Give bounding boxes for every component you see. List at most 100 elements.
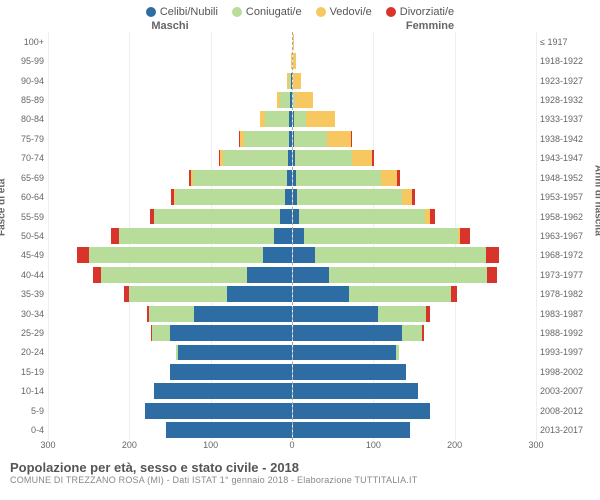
bar-segment: [293, 228, 304, 244]
bar-segment: [287, 170, 292, 186]
bar-segment: [223, 150, 288, 166]
legend-label: Celibi/Nubili: [160, 6, 218, 18]
bar-segment: [372, 150, 374, 166]
x-axis: 3002001000100200300: [0, 440, 600, 454]
bar-row: [48, 401, 292, 420]
birth-year-label: 1958-1962: [540, 212, 592, 222]
bar-segment: [288, 150, 291, 166]
bar-segment: [274, 228, 292, 244]
bar-row: [48, 304, 292, 323]
section-titles: Maschi Femmine: [0, 20, 600, 32]
bar-segment: [293, 286, 350, 302]
bar-segment: [265, 111, 289, 127]
bar-segment: [193, 170, 286, 186]
bar-segment: [451, 286, 457, 302]
bar-row: [48, 207, 292, 226]
birth-year-label: 2008-2012: [540, 406, 592, 416]
bar-segment: [291, 53, 292, 69]
bar-segment: [293, 325, 403, 341]
bar-row: [293, 284, 537, 303]
bar-row: [293, 420, 537, 439]
bar-segment: [145, 403, 291, 419]
legend-swatch: [146, 7, 156, 17]
bar-row: [293, 32, 537, 51]
bar-segment: [154, 209, 280, 225]
bar-segment: [294, 131, 326, 147]
age-band-label: 60-64: [8, 192, 44, 202]
bar-row: [48, 382, 292, 401]
bar-row: [293, 129, 537, 148]
bar-segment: [89, 247, 264, 263]
bar-segment: [293, 73, 301, 89]
bar-segment: [426, 306, 429, 322]
birth-year-label: 1923-1927: [540, 76, 592, 86]
bar-segment: [306, 111, 334, 127]
bar-segment: [293, 306, 378, 322]
birth-year-label: 1918-1922: [540, 56, 592, 66]
bar-segment: [293, 383, 419, 399]
bar-row: [48, 187, 292, 206]
age-band-label: 25-29: [8, 328, 44, 338]
bar-segment: [352, 150, 372, 166]
bar-row: [293, 226, 537, 245]
bar-segment: [280, 92, 290, 108]
bar-row: [48, 149, 292, 168]
age-band-label: 20-24: [8, 347, 44, 357]
bar-segment: [77, 247, 88, 263]
bar-row: [48, 246, 292, 265]
bar-segment: [129, 286, 226, 302]
age-band-label: 70-74: [8, 153, 44, 163]
bar-row: [293, 304, 537, 323]
bar-segment: [487, 267, 497, 283]
birth-year-label: 1948-1952: [540, 173, 592, 183]
bar-segment: [327, 131, 351, 147]
legend-item: Vedovi/e: [316, 6, 372, 18]
bar-row: [48, 362, 292, 381]
bar-segment: [244, 131, 289, 147]
age-band-label: 85-89: [8, 95, 44, 105]
x-tick-label: 200: [447, 440, 462, 450]
bar-segment: [295, 150, 352, 166]
bar-row: [48, 226, 292, 245]
bar-segment: [397, 170, 399, 186]
y-axis-right: ≤ 19171918-19221923-19271928-19321933-19…: [536, 32, 592, 440]
bar-row: [293, 362, 537, 381]
bar-row: [48, 168, 292, 187]
bar-segment: [351, 131, 352, 147]
bar-row: [48, 265, 292, 284]
bar-row: [48, 343, 292, 362]
bar-segment: [289, 111, 291, 127]
legend-label: Vedovi/e: [330, 6, 372, 18]
age-band-label: 35-39: [8, 289, 44, 299]
footer: Popolazione per età, sesso e stato civil…: [0, 454, 600, 485]
age-band-label: 30-34: [8, 309, 44, 319]
bar-segment: [381, 170, 397, 186]
age-band-label: 65-69: [8, 173, 44, 183]
bar-row: [48, 51, 292, 70]
bar-segment: [101, 267, 247, 283]
bar-segment: [149, 306, 194, 322]
bar-segment: [329, 267, 487, 283]
bar-segment: [291, 73, 292, 89]
birth-year-label: 1938-1942: [540, 134, 592, 144]
bar-segment: [293, 267, 330, 283]
bar-row: [293, 323, 537, 342]
birth-year-label: 1998-2002: [540, 367, 592, 377]
bar-segment: [194, 306, 291, 322]
y-right-title: Anni di nascita: [593, 165, 600, 236]
legend: Celibi/NubiliConiugati/eVedovi/eDivorzia…: [0, 0, 600, 20]
birth-year-label: 1928-1932: [540, 95, 592, 105]
bar-segment: [93, 267, 101, 283]
bar-segment: [293, 247, 316, 263]
bar-segment: [304, 228, 458, 244]
bar-segment: [175, 189, 285, 205]
age-band-label: 15-19: [8, 367, 44, 377]
age-band-label: 55-59: [8, 212, 44, 222]
bar-segment: [422, 325, 424, 341]
x-tick-label: 300: [528, 440, 543, 450]
legend-label: Divorziati/e: [400, 6, 454, 18]
male-title: Maschi: [0, 20, 300, 32]
birth-year-label: 1988-1992: [540, 328, 592, 338]
bar-segment: [396, 345, 398, 361]
bar-row: [293, 149, 537, 168]
